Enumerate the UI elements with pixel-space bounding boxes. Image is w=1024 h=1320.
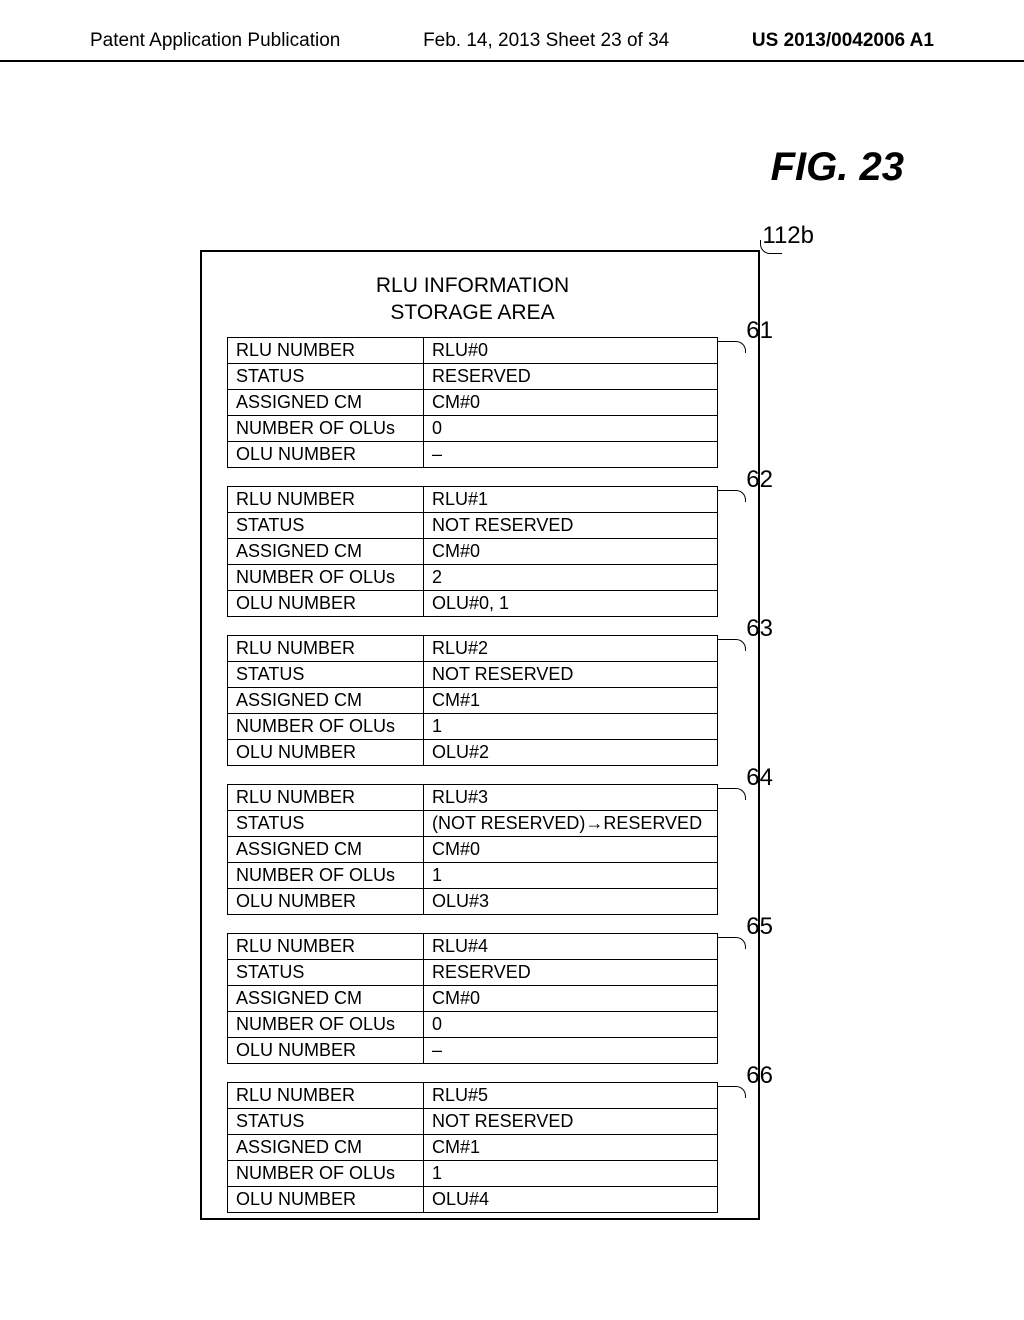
ref-label: 62 xyxy=(746,466,773,494)
cell-label: RLU NUMBER xyxy=(228,337,424,363)
cell-value: CM#0 xyxy=(424,538,718,564)
cell-value: OLU#3 xyxy=(424,888,718,914)
cell-label: NUMBER OF OLUs xyxy=(228,564,424,590)
cell-label: OLU NUMBER xyxy=(228,1186,424,1212)
ref-label: 61 xyxy=(746,317,773,345)
rlu-table: RLU NUMBERRLU#1 STATUSNOT RESERVED ASSIG… xyxy=(227,486,718,617)
cell-value: RLU#1 xyxy=(424,486,718,512)
cell-label: STATUS xyxy=(228,959,424,985)
cell-value: NOT RESERVED xyxy=(424,1108,718,1134)
leader-line xyxy=(718,341,746,353)
cell-label: NUMBER OF OLUs xyxy=(228,415,424,441)
cell-label: RLU NUMBER xyxy=(228,784,424,810)
cell-label: OLU NUMBER xyxy=(228,1037,424,1063)
rlu-block: 63 RLU NUMBERRLU#2 STATUSNOT RESERVED AS… xyxy=(227,635,718,766)
cell-label: STATUS xyxy=(228,661,424,687)
cell-label: ASSIGNED CM xyxy=(228,985,424,1011)
rlu-table: RLU NUMBERRLU#5 STATUSNOT RESERVED ASSIG… xyxy=(227,1082,718,1213)
rlu-table: RLU NUMBERRLU#0 STATUSRESERVED ASSIGNED … xyxy=(227,337,718,468)
rlu-block: 65 RLU NUMBERRLU#4 STATUSRESERVED ASSIGN… xyxy=(227,933,718,1064)
ref-label: 65 xyxy=(746,913,773,941)
cell-value: NOT RESERVED xyxy=(424,512,718,538)
rlu-block: 61 RLU NUMBERRLU#0 STATUSRESERVED ASSIGN… xyxy=(227,337,718,468)
box-title-line2: STORAGE AREA xyxy=(390,301,554,324)
leader-line xyxy=(760,240,782,254)
cell-value: (NOT RESERVED)→RESERVED xyxy=(424,810,718,836)
cell-value: CM#0 xyxy=(424,836,718,862)
leader-line xyxy=(718,639,746,651)
leader-line xyxy=(718,1086,746,1098)
rlu-block: 66 RLU NUMBERRLU#5 STATUSNOT RESERVED AS… xyxy=(227,1082,718,1213)
cell-value: RLU#0 xyxy=(424,337,718,363)
page-header: Patent Application Publication Feb. 14, … xyxy=(0,0,1024,62)
rlu-table: RLU NUMBERRLU#3 STATUS(NOT RESERVED)→RES… xyxy=(227,784,718,915)
cell-value: RLU#3 xyxy=(424,784,718,810)
cell-value: 0 xyxy=(424,1011,718,1037)
cell-value: – xyxy=(424,441,718,467)
box-title-line1: RLU INFORMATION xyxy=(376,274,569,297)
leader-line xyxy=(718,937,746,949)
cell-label: RLU NUMBER xyxy=(228,1082,424,1108)
rlu-table: RLU NUMBERRLU#2 STATUSNOT RESERVED ASSIG… xyxy=(227,635,718,766)
cell-label: STATUS xyxy=(228,512,424,538)
cell-value: RLU#2 xyxy=(424,635,718,661)
cell-label: NUMBER OF OLUs xyxy=(228,713,424,739)
ref-label: 66 xyxy=(746,1062,773,1090)
cell-label: OLU NUMBER xyxy=(228,441,424,467)
ref-label: 64 xyxy=(746,764,773,792)
cell-value: OLU#2 xyxy=(424,739,718,765)
rlu-table: RLU NUMBERRLU#4 STATUSRESERVED ASSIGNED … xyxy=(227,933,718,1064)
storage-area-box: RLU INFORMATION STORAGE AREA 61 RLU NUMB… xyxy=(200,250,760,1220)
header-right: US 2013/0042006 A1 xyxy=(752,30,934,52)
rlu-block: 62 RLU NUMBERRLU#1 STATUSNOT RESERVED AS… xyxy=(227,486,718,617)
cell-label: NUMBER OF OLUs xyxy=(228,1011,424,1037)
cell-label: STATUS xyxy=(228,1108,424,1134)
cell-label: NUMBER OF OLUs xyxy=(228,862,424,888)
cell-value: 1 xyxy=(424,1160,718,1186)
cell-label: ASSIGNED CM xyxy=(228,687,424,713)
cell-label: NUMBER OF OLUs xyxy=(228,1160,424,1186)
cell-label: ASSIGNED CM xyxy=(228,836,424,862)
cell-label: STATUS xyxy=(228,810,424,836)
cell-label: RLU NUMBER xyxy=(228,635,424,661)
figure-label: FIG. 23 xyxy=(771,145,904,190)
leader-line xyxy=(718,490,746,502)
cell-value: CM#1 xyxy=(424,687,718,713)
leader-line xyxy=(718,788,746,800)
cell-value: RESERVED xyxy=(424,363,718,389)
cell-value: 0 xyxy=(424,415,718,441)
cell-label: OLU NUMBER xyxy=(228,739,424,765)
cell-value: RESERVED xyxy=(424,959,718,985)
cell-label: OLU NUMBER xyxy=(228,590,424,616)
header-left: Patent Application Publication xyxy=(90,30,340,52)
cell-label: RLU NUMBER xyxy=(228,933,424,959)
cell-value: CM#0 xyxy=(424,985,718,1011)
ref-label: 63 xyxy=(746,615,773,643)
cell-label: ASSIGNED CM xyxy=(228,1134,424,1160)
cell-value: 1 xyxy=(424,862,718,888)
cell-label: STATUS xyxy=(228,363,424,389)
cell-value: 2 xyxy=(424,564,718,590)
cell-value: NOT RESERVED xyxy=(424,661,718,687)
box-title: RLU INFORMATION STORAGE AREA xyxy=(227,272,718,327)
cell-value: OLU#0, 1 xyxy=(424,590,718,616)
cell-label: ASSIGNED CM xyxy=(228,389,424,415)
header-center: Feb. 14, 2013 Sheet 23 of 34 xyxy=(423,30,669,52)
cell-value: 1 xyxy=(424,713,718,739)
cell-value: CM#0 xyxy=(424,389,718,415)
cell-value: RLU#4 xyxy=(424,933,718,959)
rlu-block: 64 RLU NUMBERRLU#3 STATUS(NOT RESERVED)→… xyxy=(227,784,718,915)
cell-label: ASSIGNED CM xyxy=(228,538,424,564)
cell-value: RLU#5 xyxy=(424,1082,718,1108)
cell-value: OLU#4 xyxy=(424,1186,718,1212)
cell-value: CM#1 xyxy=(424,1134,718,1160)
cell-label: RLU NUMBER xyxy=(228,486,424,512)
cell-label: OLU NUMBER xyxy=(228,888,424,914)
cell-value: – xyxy=(424,1037,718,1063)
